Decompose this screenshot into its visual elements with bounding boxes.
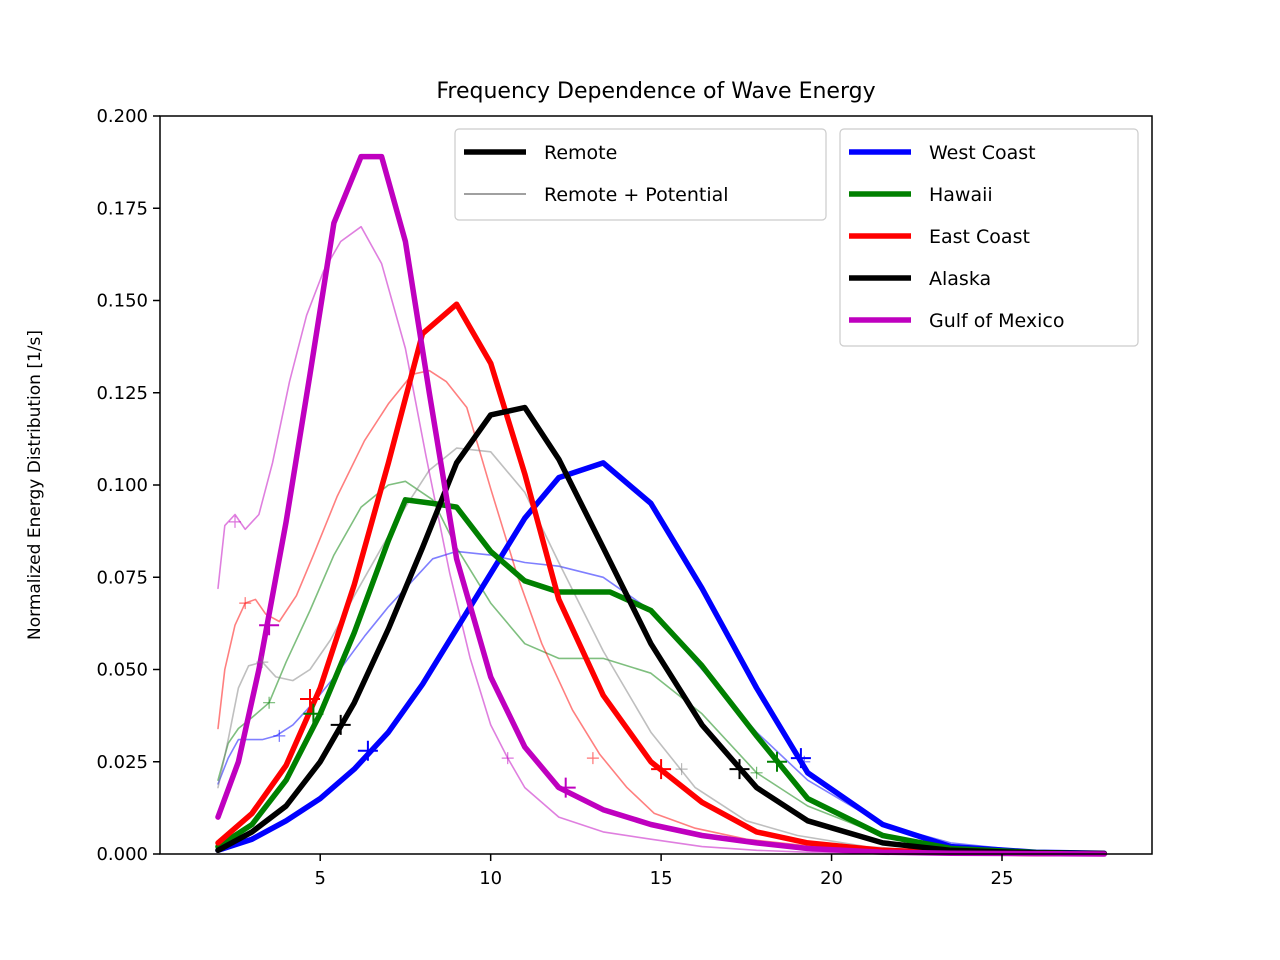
- legend-regions-label-hawaii: Hawaii: [929, 184, 993, 206]
- marker-gulf-of-mexico-remote-1: [555, 777, 576, 798]
- marker-alaska-remote-0: [330, 714, 351, 735]
- marker-east-coast-remote-1: [651, 759, 672, 780]
- legend-layer: Remote Remote + Potential West Coast Hawaii…: [454, 128, 1139, 347]
- legend-regions-label-west-coast: West Coast: [929, 142, 1036, 164]
- y-tick-label: 0.000: [96, 844, 148, 865]
- y-tick-label: 0.175: [96, 198, 148, 219]
- series-line-west-coast-remote: [215, 460, 1108, 857]
- marker-alaska-remote-potential-1: [675, 763, 688, 776]
- y-tick-label: 0.050: [96, 660, 148, 681]
- marker-hawaii-remote-potential-0: [263, 696, 276, 709]
- x-tick-label: 20: [820, 868, 843, 889]
- marker-gulf-of-mexico-remote-potential-0: [229, 515, 241, 528]
- y-tick-label: 0.025: [96, 752, 148, 773]
- chart-title: Frequency Dependence of Wave Energy: [436, 79, 875, 104]
- marker-gulf-of-mexico-remote-0: [259, 615, 280, 636]
- x-tick-label: 10: [479, 868, 502, 889]
- y-tick-label: 0.100: [96, 475, 148, 496]
- marker-east-coast-remote-0: [300, 689, 320, 709]
- legend-regions-label-gulf-of-mexico: Gulf of Mexico: [929, 310, 1064, 332]
- marker-hawaii-remote-potential-1: [750, 766, 763, 779]
- series-layer: [215, 153, 1108, 857]
- series-line-hawaii-remote: [215, 497, 1108, 857]
- marker-east-coast-remote-potential-1: [586, 752, 599, 765]
- marker-gulf-of-mexico-remote-potential-1: [501, 752, 514, 765]
- series-line-west-coast-remote-potential: [217, 550, 1106, 855]
- marker-alaska-remote-potential-0: [256, 656, 269, 669]
- marker-west-coast-remote-0: [357, 740, 378, 761]
- marker-alaska-remote-1: [729, 759, 750, 780]
- series-line-alaska-remote: [215, 404, 1108, 857]
- marker-west-coast-remote-1: [790, 748, 811, 769]
- marker-hawaii-remote-1: [767, 751, 787, 772]
- marker-hawaii-remote-0: [303, 703, 324, 724]
- marker-west-coast-remote-potential-0: [273, 729, 286, 742]
- x-tick-label: 5: [314, 868, 325, 889]
- axes-layer: 5 10 15 20 25 0.000 0.025 0.050 0.075 0.100 0.125 0…: [96, 106, 1153, 889]
- legend-style-label-remote-potential: Remote + Potential: [544, 184, 729, 206]
- marker-layer: [229, 515, 811, 798]
- y-tick-label: 0.125: [96, 383, 148, 404]
- x-tick-label: 25: [991, 868, 1014, 889]
- series-line-gulf-of-mexico-remote-potential: [217, 225, 1106, 855]
- series-line-east-coast-remote-potential: [217, 369, 1106, 855]
- legend-regions-box: [839, 128, 1139, 347]
- y-tick-label: 0.075: [96, 567, 148, 588]
- legend-style-label-remote: Remote: [544, 142, 617, 164]
- legend-style-box: [454, 128, 827, 221]
- x-tick-label: 15: [650, 868, 673, 889]
- marker-east-coast-remote-potential-0: [239, 597, 252, 610]
- y-tick-label: 0.200: [96, 106, 148, 127]
- legend-regions-label-east-coast: East Coast: [929, 226, 1030, 248]
- legend-regions-label-alaska: Alaska: [929, 268, 991, 290]
- y-axis-label: Normalized Energy Distribution [1/s]: [25, 330, 45, 640]
- series-line-gulf-of-mexico-remote: [215, 153, 1108, 857]
- y-tick-label: 0.150: [96, 291, 148, 312]
